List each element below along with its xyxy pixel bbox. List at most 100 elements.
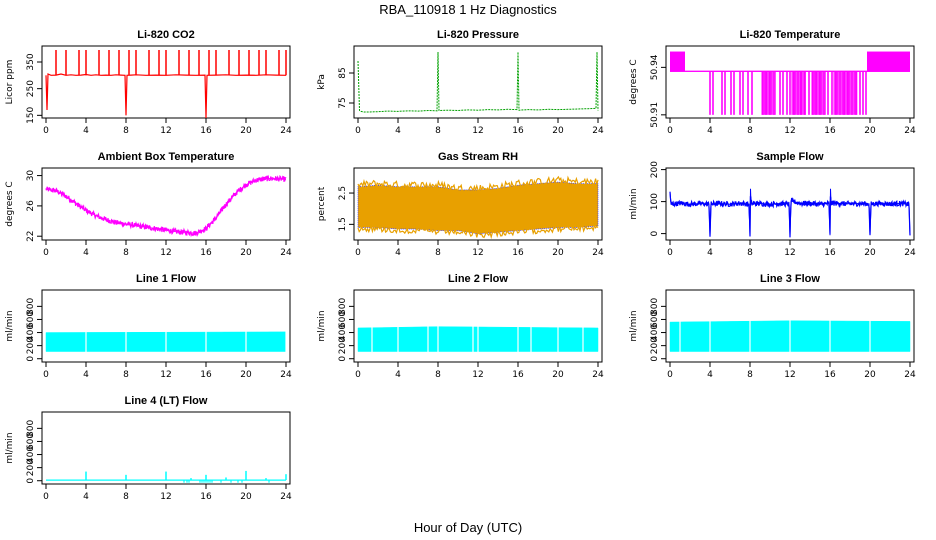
panel-title: Ambient Box Temperature (98, 151, 235, 163)
series-toggle-band (670, 51, 685, 72)
series-pressure (357, 51, 599, 113)
x-tick-label: 16 (200, 126, 212, 136)
x-tick-label: 20 (864, 126, 876, 136)
x-tick-label: 4 (83, 370, 89, 380)
y-axis-label: degrees C (5, 181, 15, 226)
x-tick-label: 12 (160, 492, 171, 502)
x-tick-label: 20 (240, 370, 252, 380)
series-line-raw (45, 178, 287, 234)
panel-title: Gas Stream RH (438, 151, 518, 163)
panel-line2-flow: Line 2 Flow ml/min 0 4 8 12 16 20 24 0 20040060080… (317, 273, 604, 380)
y-tick-label: 0 (26, 356, 36, 362)
x-tick-label: 20 (864, 248, 876, 258)
x-tick-label: 4 (707, 248, 713, 258)
y-tick-label: 800 (650, 298, 660, 315)
x-tick-label: 0 (43, 248, 49, 258)
x-tick-label: 8 (123, 370, 129, 380)
y-tick-label: 0 (650, 230, 660, 236)
x-tick-label: 24 (904, 370, 916, 380)
x-tick-label: 8 (435, 248, 441, 258)
x-tick-label: 8 (747, 126, 753, 136)
series-line3-flow (669, 318, 911, 354)
panel-title: Li-820 Temperature (740, 29, 841, 41)
panel-rh: Gas Stream RH percent 0 4 8 12 16 20 24 1.5 2.5 (317, 151, 604, 258)
x-tick-label: 20 (864, 370, 876, 380)
x-tick-label: 20 (552, 126, 564, 136)
x-tick-label: 16 (200, 370, 212, 380)
y-axis-label: ml/min (317, 310, 327, 341)
y-tick-label: 50.91 (650, 102, 660, 128)
x-tick-label: 0 (43, 126, 49, 136)
x-tick-label: 12 (160, 126, 171, 136)
panel-title: Li-820 Pressure (437, 29, 519, 41)
x-tick-label: 24 (280, 370, 292, 380)
y-tick-label: 150 (26, 106, 36, 123)
y-tick-label: 50.94 (650, 54, 660, 80)
series-rh (357, 175, 599, 240)
x-tick-label: 0 (43, 492, 49, 502)
panel-title: Line 4 (LT) Flow (125, 395, 208, 407)
x-tick-label: 16 (512, 370, 524, 380)
band-lower-edge (357, 223, 599, 240)
panel-pressure: Li-820 Pressure kPa 0 4 8 12 16 20 24 75 85 (317, 29, 604, 136)
x-tick-label: 0 (355, 248, 361, 258)
x-tick-label: 16 (512, 248, 524, 258)
x-tick-label: 16 (512, 126, 524, 136)
series-line4-flow (46, 470, 287, 483)
x-tick-label: 20 (552, 370, 564, 380)
x-tick-label: 4 (395, 248, 401, 258)
x-tick-label: 0 (667, 248, 673, 258)
x-tick-label: 24 (592, 248, 604, 258)
band-upper-edge (357, 175, 599, 194)
x-tick-label: 12 (784, 126, 795, 136)
x-tick-label: 16 (824, 126, 836, 136)
y-tick-label: 600 (650, 311, 660, 328)
x-tick-label: 16 (200, 248, 212, 258)
series-box-temp (45, 174, 287, 238)
x-tick-label: 12 (784, 248, 795, 258)
y-tick-label: 400 (26, 324, 36, 341)
x-tick-label: 8 (747, 248, 753, 258)
y-tick-label: 26 (26, 200, 36, 212)
y-axis-label: ml/min (5, 310, 15, 341)
x-tick-label: 24 (904, 248, 916, 258)
series-sample-flow (669, 188, 911, 238)
x-tick-label: 12 (160, 248, 171, 258)
y-tick-label: 600 (26, 433, 36, 450)
x-tick-label: 8 (435, 126, 441, 136)
x-tick-label: 0 (355, 370, 361, 380)
y-tick-label: 600 (26, 311, 36, 328)
x-tick-label: 8 (435, 370, 441, 380)
panel-co2: Li-820 CO2 Licor ppm 0 4 8 12 16 20 24 150 250 350 (5, 29, 292, 136)
y-tick-label: 200 (338, 337, 348, 354)
panel-line3-flow: Line 3 Flow ml/min 0 4 8 12 16 20 24 0 20040060080… (629, 273, 916, 380)
y-axis-label: percent (317, 186, 327, 221)
y-tick-label: 0 (650, 356, 660, 362)
y-axis-label: kPa (317, 74, 327, 90)
x-tick-label: 4 (707, 370, 713, 380)
y-tick-label: 200 (650, 337, 660, 354)
x-tick-label: 4 (395, 370, 401, 380)
x-tick-label: 4 (707, 126, 713, 136)
x-tick-label: 12 (160, 370, 171, 380)
panel-sample-flow: Sample Flow ml/min 0 4 8 12 16 20 24 0 100 200 (629, 151, 916, 258)
y-axis-label: ml/min (629, 310, 639, 341)
panel-line1-flow: Line 1 Flow ml/min 0 4 8 12 16 20 24 0 20040060080… (5, 273, 292, 380)
x-tick-label: 24 (280, 248, 292, 258)
series-line (45, 174, 287, 238)
plot-frame (353, 45, 603, 119)
panel-title: Line 3 Flow (760, 273, 820, 285)
series-toggle-band (867, 51, 910, 72)
x-tick-label: 4 (83, 248, 89, 258)
series-licor-temp (670, 51, 910, 115)
y-tick-label: 200 (650, 161, 660, 178)
x-tick-label: 8 (747, 370, 753, 380)
y-tick-label: 200 (26, 337, 36, 354)
y-axis-label: degrees C (629, 59, 639, 104)
series-co2 (45, 50, 287, 119)
x-tick-label: 16 (824, 370, 836, 380)
panel-title: Li-820 CO2 (137, 29, 194, 41)
y-tick-label: 22 (26, 230, 36, 241)
series-line (357, 51, 599, 113)
